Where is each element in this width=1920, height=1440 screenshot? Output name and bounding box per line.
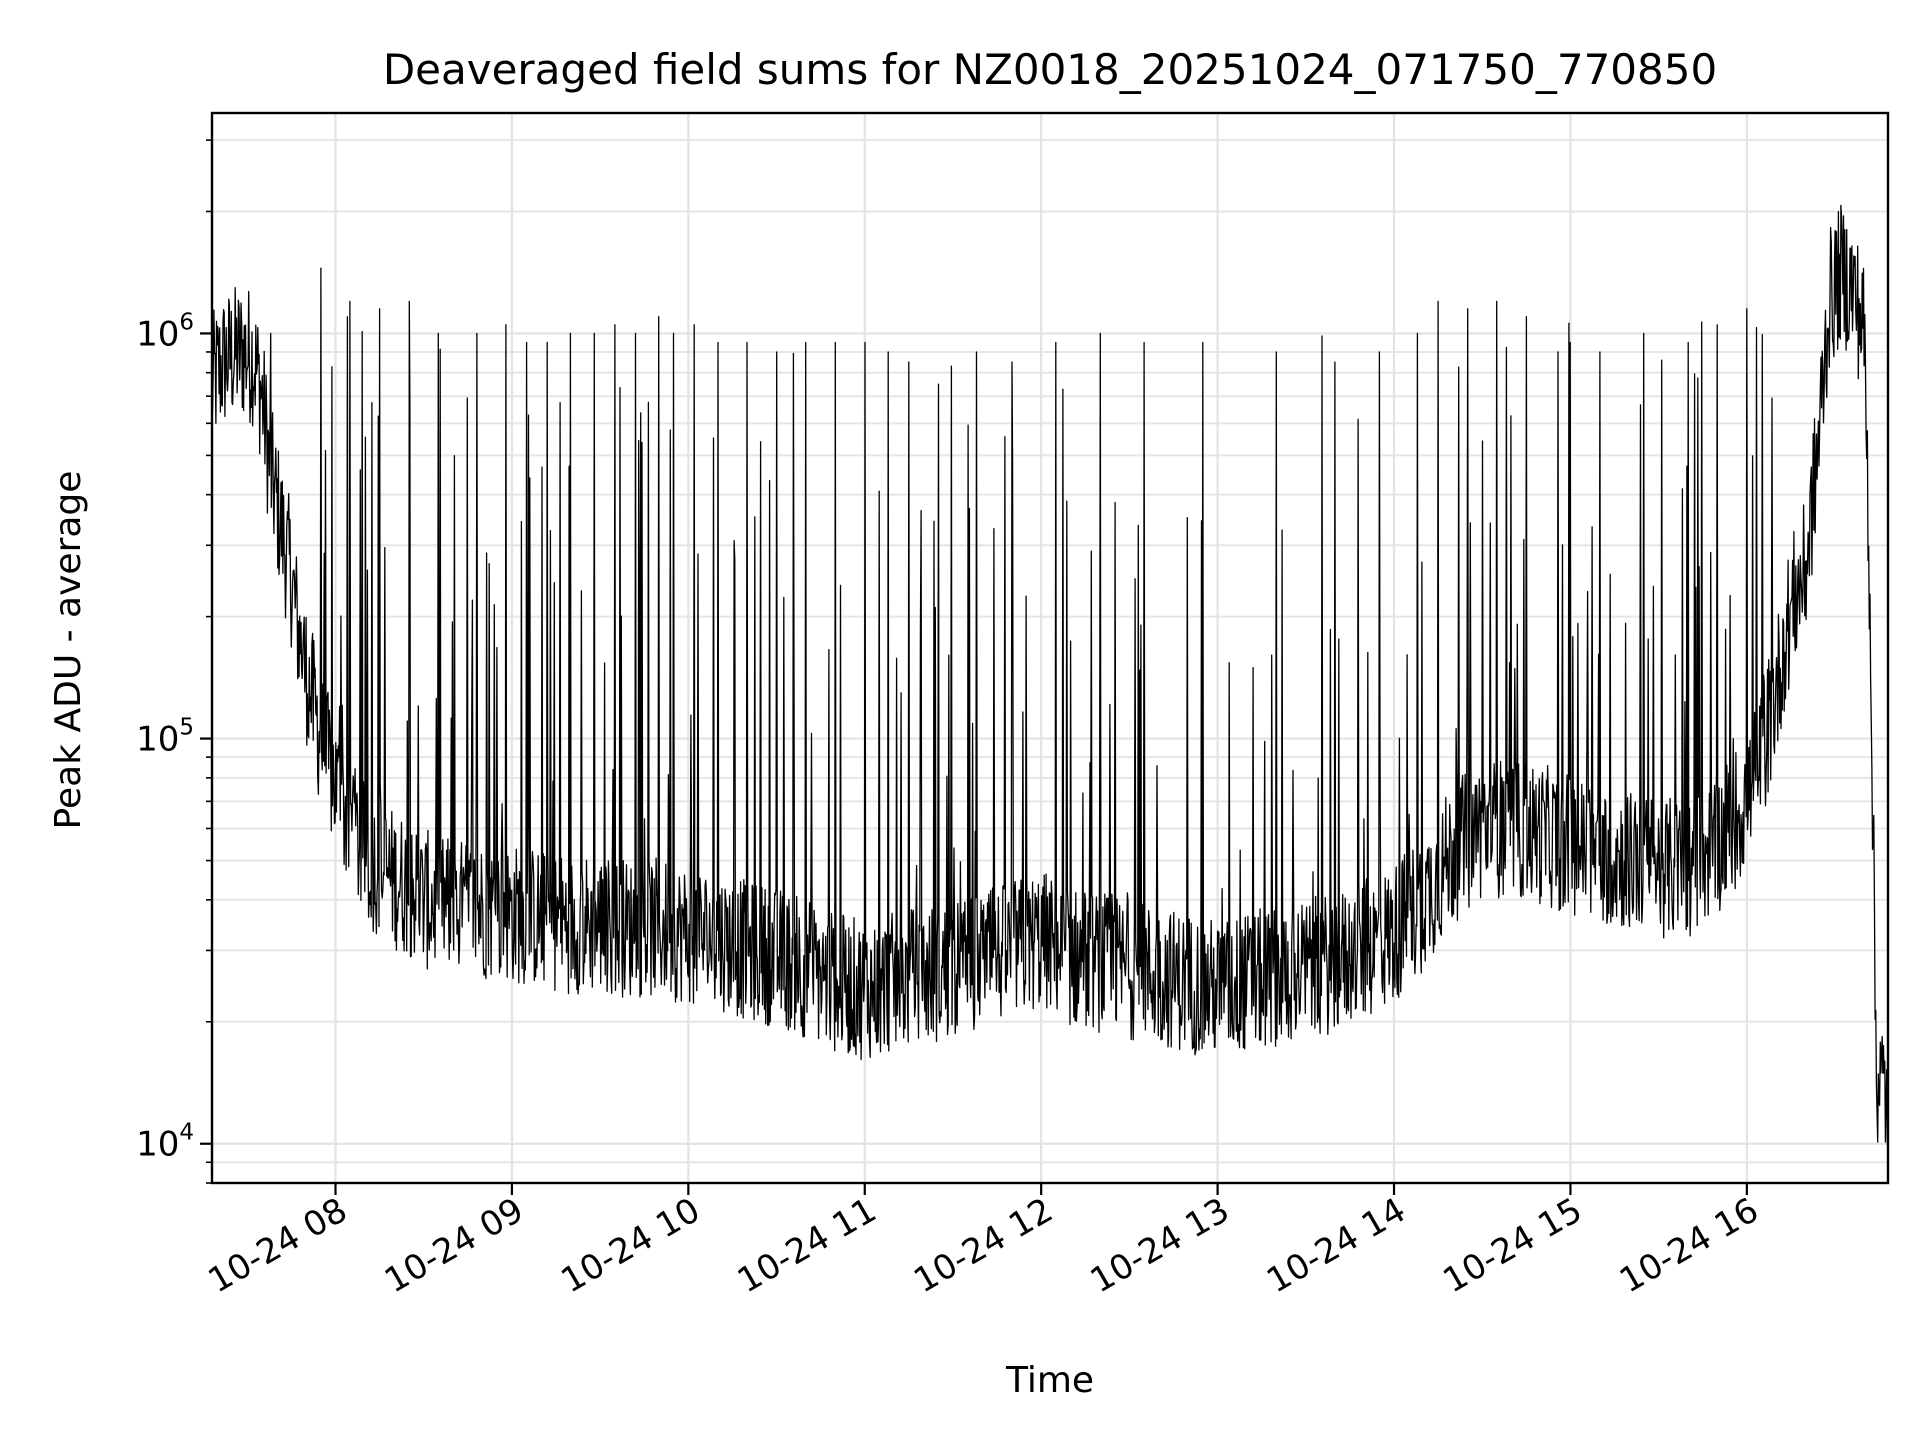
minor-gridlines	[212, 139, 1888, 1184]
y-tick-label: 106	[136, 309, 194, 354]
series-line	[211, 204, 1889, 1147]
y-tick-label: 105	[136, 715, 194, 760]
chart-title: Deaveraged field sums for NZ0018_2025102…	[383, 45, 1717, 94]
y-tick-label: 104	[136, 1120, 194, 1165]
y-axis-ticks: 104 105 106	[136, 139, 212, 1184]
plot-frame	[210, 111, 1890, 1185]
y-axis-label: Peak ADU - average	[48, 471, 89, 830]
plot-area	[211, 204, 1889, 1147]
x-axis-label: Time	[1005, 1360, 1094, 1401]
